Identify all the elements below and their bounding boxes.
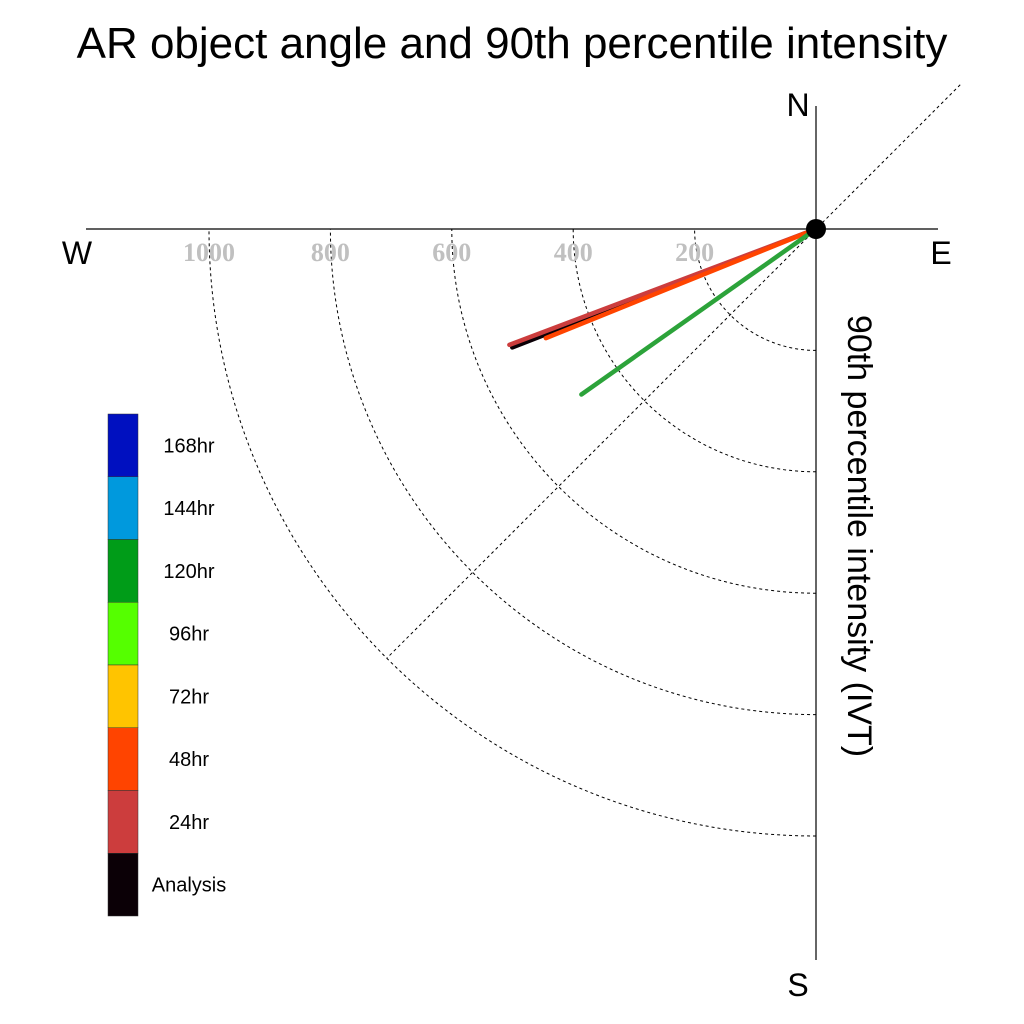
compass-north: N [786, 87, 809, 123]
radial-tick-label: 1000 [183, 238, 235, 267]
compass-east: E [930, 235, 951, 271]
range-ring-400 [572, 228, 817, 473]
legend-label: 96hr [169, 624, 209, 646]
range-ring-200 [694, 228, 817, 351]
legend: 168hr 144hr 120hr 96hr 72hr 48hr 24hr Analysis [107, 413, 226, 917]
legend-label: 144hr [163, 498, 214, 520]
axes [86, 106, 938, 960]
vector-48hr [543, 226, 819, 341]
legend-swatch [107, 539, 139, 603]
compass-west: W [62, 235, 93, 271]
range-ring-800 [329, 228, 817, 716]
radial-tick-label: 400 [554, 238, 593, 267]
legend-label: 24hr [169, 812, 209, 834]
chart-title: AR object angle and 90th percentile inte… [77, 19, 948, 68]
legend-label: 168hr [163, 435, 214, 457]
radial-tick-label: 600 [432, 238, 471, 267]
legend-label: 72hr [169, 686, 209, 708]
legend-label: 48hr [169, 749, 209, 771]
legend-swatch [107, 853, 139, 917]
radial-tick-label: 800 [311, 238, 350, 267]
grid [208, 84, 961, 837]
compass-south: S [787, 967, 808, 1003]
legend-label: 120hr [163, 561, 214, 583]
radial-tick-labels: 200 400 600 800 1000 [183, 238, 714, 267]
legend-swatch [107, 413, 139, 477]
vector-120hr [579, 226, 819, 397]
legend-swatch [107, 602, 139, 666]
legend-swatch [107, 727, 139, 791]
radial-tick-label: 200 [675, 238, 714, 267]
legend-swatch [107, 476, 139, 540]
legend-swatch [107, 790, 139, 854]
legend-label: Analysis [152, 875, 226, 897]
range-ring-600 [451, 228, 817, 594]
vectors [507, 226, 819, 397]
radial-axis-label: 90th percentile intensity (IVT) [840, 315, 878, 757]
legend-swatch [107, 664, 139, 728]
origin-marker [806, 219, 826, 239]
